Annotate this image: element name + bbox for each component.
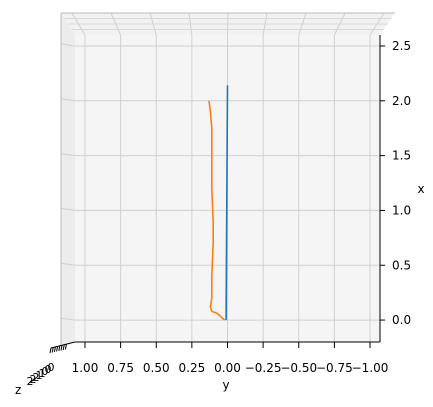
y-tick-label: 0.00 xyxy=(214,361,241,375)
x-axis-ticks: 0.0 0.5 1.0 1.5 2.0 2.5 xyxy=(380,39,411,327)
y-tick-label: 0.50 xyxy=(143,361,170,375)
z-tick-label: 1 xyxy=(36,369,43,382)
y-tick-label: −0.25 xyxy=(245,361,282,375)
x-tick-label: 1.0 xyxy=(392,203,411,217)
grid-line-x-side xyxy=(60,207,76,211)
grid-line-x-side xyxy=(60,153,76,157)
z-tick xyxy=(49,347,52,354)
y-axis-label: y xyxy=(222,378,229,392)
z-tick xyxy=(56,346,59,352)
grid-line-x-side xyxy=(60,98,76,102)
z-tick-label: 2 xyxy=(30,373,37,386)
x-tick-label: 1.5 xyxy=(392,149,411,163)
z-tick-label: 0 xyxy=(42,365,49,378)
series-line-1 xyxy=(225,85,229,321)
x-tick-label: 2.5 xyxy=(392,39,411,53)
z-tick xyxy=(64,344,67,350)
z-tick xyxy=(58,345,61,352)
grid-line-x-side xyxy=(60,317,76,321)
grid-line-x-side xyxy=(60,262,76,266)
z-tick-label: 0 xyxy=(48,361,55,374)
y-tick-label: 1.00 xyxy=(72,361,99,375)
y-tick-label: −0.75 xyxy=(316,361,353,375)
z-tick-label: 1 xyxy=(39,367,46,380)
x-axis-label: x xyxy=(417,182,424,196)
x-tick-label: 0.5 xyxy=(392,258,411,272)
grid-line-x-side xyxy=(60,43,76,47)
z-tick xyxy=(60,345,63,351)
z-tick-label: 2 xyxy=(33,371,40,384)
y-tick-label: −0.50 xyxy=(280,361,317,375)
z-tick xyxy=(62,344,65,351)
y-tick-label: 0.75 xyxy=(107,361,134,375)
x-tick-label: 0.0 xyxy=(392,313,411,327)
x-tick-label: 2.0 xyxy=(392,94,411,108)
z-tick xyxy=(53,346,56,353)
z-tick-label: 0 xyxy=(45,363,52,376)
y-tick-label: 0.25 xyxy=(179,361,206,375)
chart-grid xyxy=(50,12,395,349)
y-axis-ticks: 1.00 0.75 0.50 0.25 0.00 −0.25−0.50−0.75−1.00 xyxy=(72,342,389,375)
left-pane xyxy=(61,13,75,345)
series-line-2 xyxy=(208,100,226,321)
z-tick-label: 2 xyxy=(27,375,34,388)
z-tick xyxy=(51,347,54,353)
z-axis-label: z xyxy=(15,383,21,397)
chart-series xyxy=(208,85,229,321)
y-tick-label: −1.00 xyxy=(352,361,389,375)
